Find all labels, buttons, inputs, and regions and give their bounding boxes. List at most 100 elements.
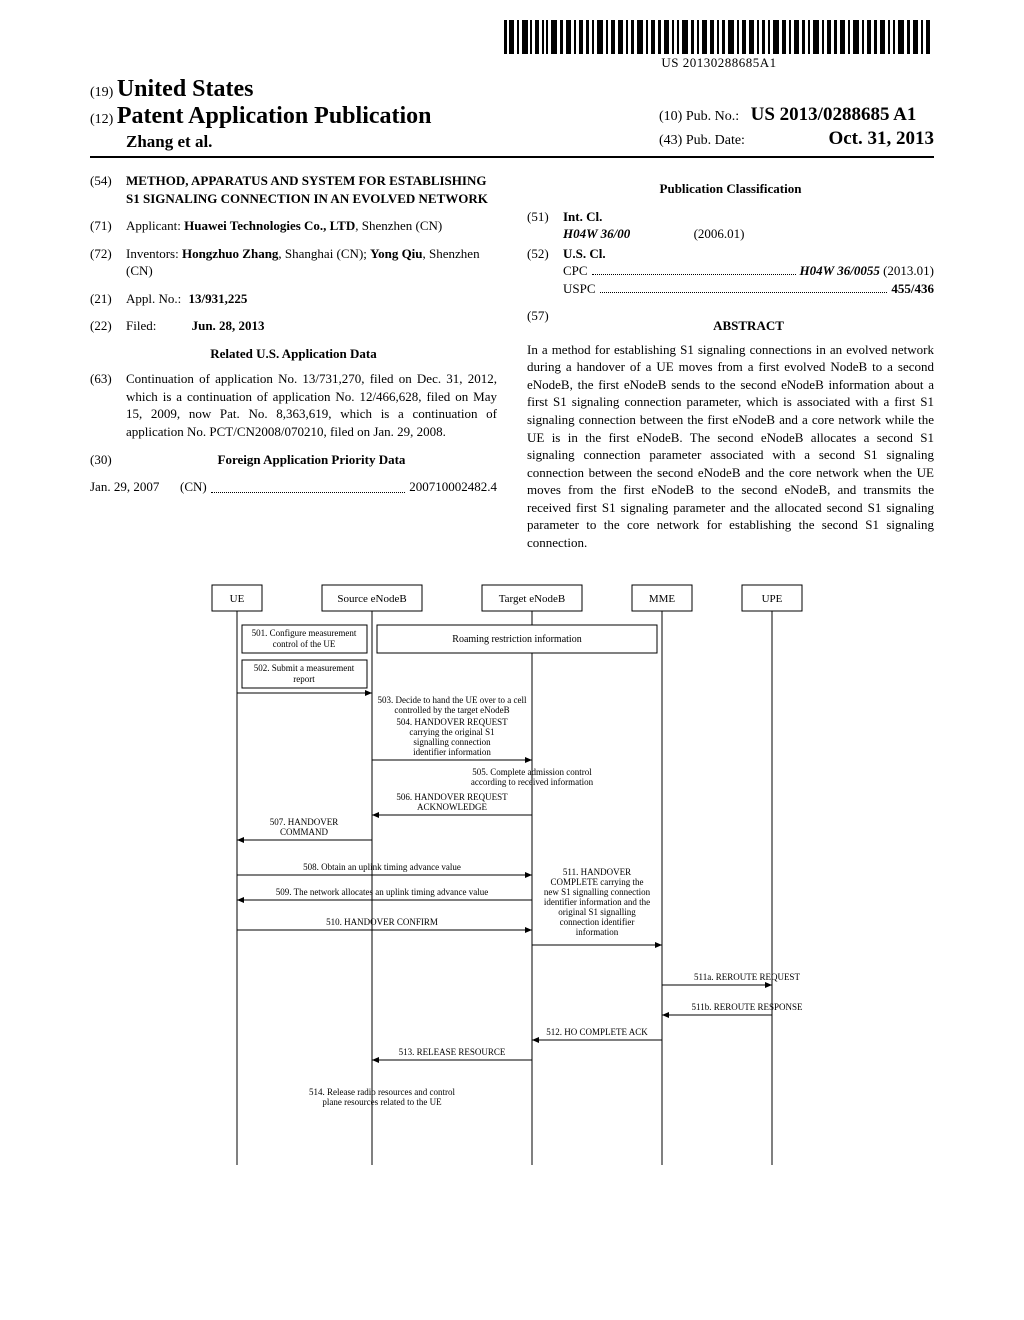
foreign-heading: Foreign Application Priority Data <box>126 451 497 469</box>
svg-text:503. Decide to hand the UE ove: 503. Decide to hand the UE over to a cel… <box>378 695 527 705</box>
left-column: (54) METHOD, APPARATUS AND SYSTEM FOR ES… <box>90 172 497 551</box>
inventor2: Yong Qiu <box>370 246 422 261</box>
foreign-num: 200710002482.4 <box>409 478 497 496</box>
applicant-loc: , Shenzhen (CN) <box>355 218 442 233</box>
svg-text:502. Submit a measurement: 502. Submit a measurement <box>254 663 355 673</box>
svg-text:original S1 signalling: original S1 signalling <box>558 907 636 917</box>
pub-type: Patent Application Publication <box>117 103 432 129</box>
filed-date: Jun. 28, 2013 <box>192 318 265 333</box>
uspc-val: 455/436 <box>891 280 934 298</box>
pub-type-code: (12) <box>90 112 113 127</box>
svg-text:COMPLETE carrying the: COMPLETE carrying the <box>551 877 644 887</box>
svg-text:signalling connection: signalling connection <box>413 737 491 747</box>
barcode-text: US 20130288685A1 <box>504 55 934 71</box>
applno-code: (21) <box>90 290 126 308</box>
invention-title: METHOD, APPARATUS AND SYSTEM FOR ESTABLI… <box>126 172 497 207</box>
svg-text:identifier information: identifier information <box>413 747 491 757</box>
svg-text:control of the UE: control of the UE <box>273 639 336 649</box>
pubdate-label: Pub. Date: <box>686 133 745 148</box>
continuation-code: (63) <box>90 370 126 440</box>
svg-text:according to received informat: according to received information <box>471 777 594 787</box>
intcl-class: H04W 36/00 <box>563 226 630 241</box>
continuation-text: Continuation of application No. 13/731,2… <box>126 370 497 440</box>
pubdate: Oct. 31, 2013 <box>828 128 934 150</box>
foreign-date: Jan. 29, 2007 <box>90 478 180 496</box>
svg-text:513. RELEASE RESOURCE: 513. RELEASE RESOURCE <box>399 1047 506 1057</box>
abstract-code: (57) <box>527 307 563 341</box>
svg-text:511a. REROUTE REQUEST: 511a. REROUTE REQUEST <box>694 972 800 982</box>
header: (19) United States (12) Patent Applicati… <box>90 76 934 158</box>
actor-target-label: Target eNodeB <box>499 593 566 605</box>
uscl-label: U.S. Cl. <box>563 245 934 263</box>
country-name: United States <box>117 76 254 102</box>
svg-text:new S1 signalling connection: new S1 signalling connection <box>544 887 651 897</box>
svg-text:509. The network allocates an: 509. The network allocates an uplink tim… <box>276 887 489 897</box>
intcl-label: Int. Cl. <box>563 208 934 226</box>
dotted-leader <box>592 274 796 275</box>
intcl-code: (51) <box>527 208 563 243</box>
cpc-label: CPC <box>563 262 588 280</box>
filed-label: Filed: <box>126 318 156 333</box>
country-code: (19) <box>90 85 113 100</box>
applicant-label: Applicant: <box>126 218 181 233</box>
pubno: US 2013/0288685 A1 <box>751 104 917 125</box>
uspc-label: USPC <box>563 280 596 298</box>
applno-label: Appl. No.: <box>126 291 181 306</box>
svg-text:information: information <box>576 927 619 937</box>
actor-source-label: Source eNodeB <box>337 593 406 605</box>
applicant-code: (71) <box>90 217 126 235</box>
actor-upe-label: UPE <box>762 593 783 605</box>
svg-text:plane resources related to the: plane resources related to the UE <box>322 1097 442 1107</box>
inventor1-loc: , Shanghai (CN); <box>278 246 370 261</box>
svg-text:512. HO COMPLETE ACK: 512. HO COMPLETE ACK <box>546 1027 648 1037</box>
inventors-code: (72) <box>90 245 126 280</box>
abstract-heading: ABSTRACT <box>563 317 934 335</box>
barcode-area: US 20130288685A1 <box>90 20 934 72</box>
svg-text:511b. REROUTE RESPONSE: 511b. REROUTE RESPONSE <box>692 1002 803 1012</box>
inventor1: Hongzhuo Zhang <box>182 246 278 261</box>
svg-text:501. Configure measurement: 501. Configure measurement <box>252 628 357 638</box>
svg-text:ACKNOWLEDGE: ACKNOWLEDGE <box>417 802 487 812</box>
dotted-leader <box>211 478 406 493</box>
svg-text:controlled by the target eNode: controlled by the target eNodeB <box>394 705 509 715</box>
cpc-val: H04W 36/0055 <box>800 263 880 278</box>
svg-text:504. HANDOVER REQUEST: 504. HANDOVER REQUEST <box>396 717 508 727</box>
dotted-leader <box>600 292 888 293</box>
inventors-label: Inventors: <box>126 246 179 261</box>
pubno-code: (10) <box>659 109 682 124</box>
svg-text:COMMAND: COMMAND <box>280 827 329 837</box>
actor-mme-label: MME <box>649 593 676 605</box>
svg-text:506. HANDOVER REQUEST: 506. HANDOVER REQUEST <box>396 792 508 802</box>
intcl-year: (2006.01) <box>694 226 745 241</box>
title-code: (54) <box>90 172 126 207</box>
svg-text:report: report <box>293 674 315 684</box>
svg-text:508. Obtain an uplink timing a: 508. Obtain an uplink timing advance val… <box>303 862 461 872</box>
right-column: Publication Classification (51) Int. Cl.… <box>527 172 934 551</box>
uscl-code: (52) <box>527 245 563 298</box>
authors: Zhang et al. <box>90 132 432 152</box>
svg-text:511. HANDOVER: 511. HANDOVER <box>563 867 631 877</box>
svg-text:connection identifier: connection identifier <box>560 917 635 927</box>
applicant-name: Huawei Technologies Co., LTD <box>184 218 355 233</box>
foreign-code: (30) <box>90 451 126 469</box>
svg-text:510. HANDOVER CONFIRM: 510. HANDOVER CONFIRM <box>326 917 438 927</box>
related-heading: Related U.S. Application Data <box>90 345 497 363</box>
barcode: US 20130288685A1 <box>504 20 934 71</box>
sequence-diagram: UE Source eNodeB Target eNodeB MME UPE <box>192 575 832 1175</box>
applno: 13/931,225 <box>189 291 248 306</box>
svg-text:505. Complete admission contro: 505. Complete admission control <box>472 767 592 777</box>
pubno-label: Pub. No.: <box>686 109 739 124</box>
pubdate-code: (43) <box>659 133 682 148</box>
foreign-country: (CN) <box>180 478 207 496</box>
actor-mme: MME <box>632 585 692 1165</box>
actor-upe: UPE <box>742 585 802 1165</box>
svg-text:514. Release radio resources a: 514. Release radio resources and control <box>309 1087 455 1097</box>
cpc-year: (2013.01) <box>880 263 934 278</box>
filed-code: (22) <box>90 317 126 335</box>
classification-heading: Publication Classification <box>527 180 934 198</box>
svg-text:identifier information and the: identifier information and the <box>544 897 650 907</box>
svg-text:507. HANDOVER: 507. HANDOVER <box>270 817 339 827</box>
actor-ue-label: UE <box>230 593 245 605</box>
svg-text:Roaming restriction informatio: Roaming restriction information <box>452 634 581 645</box>
abstract-text: In a method for establishing S1 signalin… <box>527 341 934 552</box>
